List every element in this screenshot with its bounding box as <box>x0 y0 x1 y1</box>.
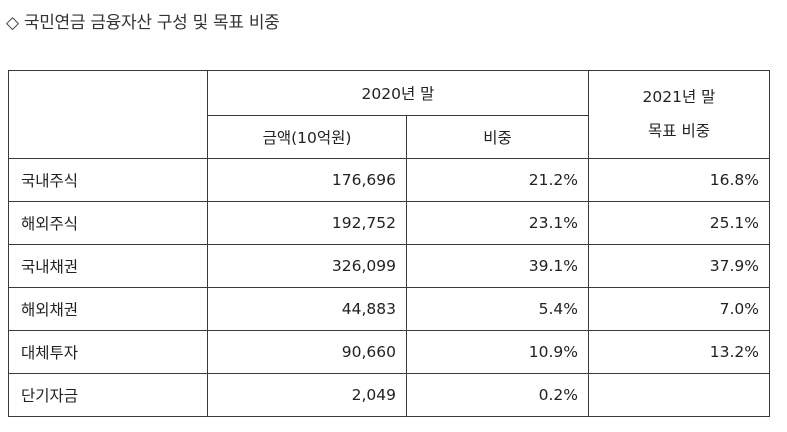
row-share: 21.2% <box>406 158 589 202</box>
row-target: 7.0% <box>588 287 770 331</box>
row-name: 해외채권 <box>8 287 208 331</box>
row-amount: 176,696 <box>207 158 407 202</box>
table-row: 해외주식 192,752 23.1% 25.1% <box>8 201 770 245</box>
row-amount: 90,660 <box>207 330 407 374</box>
row-target: 13.2% <box>588 330 770 374</box>
row-target: 16.8% <box>588 158 770 202</box>
row-name: 국내채권 <box>8 244 208 288</box>
row-share: 5.4% <box>406 287 589 331</box>
row-amount: 192,752 <box>207 201 407 245</box>
row-name: 단기자금 <box>8 373 208 417</box>
header-amount: 금액(10억원) <box>207 115 407 159</box>
header-2020-year-end: 2020년 말 <box>207 70 589 116</box>
table-row: 국내주식 176,696 21.2% 16.8% <box>8 158 770 202</box>
asset-allocation-table: 2020년 말 2021년 말 목표 비중 금액(10억원) 비중 국내주식 1… <box>8 70 770 417</box>
page-title: ◇ 국민연금 금융자산 구성 및 목표 비중 <box>6 13 280 33</box>
table-row: 대체투자 90,660 10.9% 13.2% <box>8 330 770 374</box>
header-share: 비중 <box>406 115 589 159</box>
row-target <box>588 373 770 417</box>
table-row: 단기자금 2,049 0.2% <box>8 373 770 417</box>
row-share: 10.9% <box>406 330 589 374</box>
header-empty-cell <box>8 70 208 159</box>
row-amount: 44,883 <box>207 287 407 331</box>
row-name: 대체투자 <box>8 330 208 374</box>
row-target: 25.1% <box>588 201 770 245</box>
row-name: 해외주식 <box>8 201 208 245</box>
row-name: 국내주식 <box>8 158 208 202</box>
row-target: 37.9% <box>588 244 770 288</box>
row-share: 23.1% <box>406 201 589 245</box>
header-2021-target-line1: 2021년 말 <box>642 87 716 106</box>
row-amount: 2,049 <box>207 373 407 417</box>
row-share: 0.2% <box>406 373 589 417</box>
header-2021-target-line2: 목표 비중 <box>648 121 710 140</box>
header-2021-target: 2021년 말 목표 비중 <box>588 70 770 159</box>
table-row: 국내채권 326,099 39.1% 37.9% <box>8 244 770 288</box>
row-share: 39.1% <box>406 244 589 288</box>
row-amount: 326,099 <box>207 244 407 288</box>
table-row: 해외채권 44,883 5.4% 7.0% <box>8 287 770 331</box>
